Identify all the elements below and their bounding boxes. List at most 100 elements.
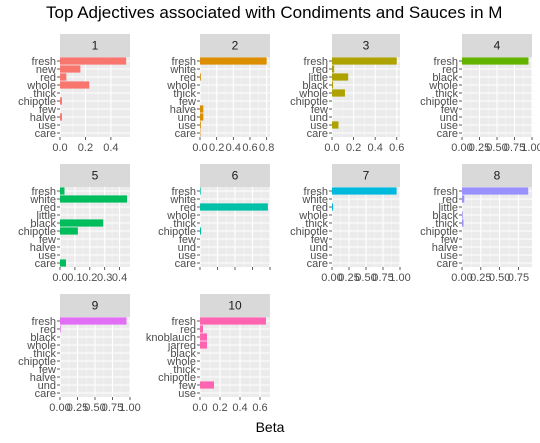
facet-strip-label: 2 <box>232 39 239 53</box>
category-label: thick <box>435 218 458 230</box>
bar-jarred <box>200 341 207 349</box>
bar-fresh <box>462 187 529 195</box>
bar-halve <box>200 105 204 113</box>
category-label: halve <box>170 104 196 116</box>
category-label: red <box>180 324 196 336</box>
category-label: thick <box>305 218 328 230</box>
x-tick-label: 0.6 <box>242 142 257 154</box>
bar-black <box>332 81 334 89</box>
category-label: little <box>438 202 458 214</box>
x-tick-label: 0.50 <box>84 402 105 414</box>
category-label: care <box>175 128 196 140</box>
x-tick-label: 0.8 <box>259 142 274 154</box>
category-label: fresh <box>32 316 56 328</box>
bar-red <box>332 203 334 211</box>
category-label: red <box>180 202 196 214</box>
x-tick-label: 0.75 <box>504 142 525 154</box>
x-tick-label: 0.25 <box>338 272 359 284</box>
x-tick-label: 0.0 <box>192 402 207 414</box>
x-tick-label: 0.25 <box>67 402 88 414</box>
category-label: use <box>310 120 328 132</box>
x-tick-label: 0.1 <box>67 272 82 284</box>
x-tick-label: 0.4 <box>226 142 241 154</box>
category-label: fresh <box>304 186 328 198</box>
bar-white <box>60 195 128 203</box>
chart-title: Top Adjectives associated with Condiment… <box>46 3 503 22</box>
category-label: white <box>29 194 56 206</box>
category-label: halve <box>30 372 56 384</box>
x-tick-label: 0.25 <box>470 272 491 284</box>
facet-strip <box>200 34 270 57</box>
facet-9: 9 0.000.250.500.751.00 freshredblackwholet… <box>18 294 141 414</box>
x-tick-label: 0.0 <box>324 142 339 154</box>
category-label: care <box>307 258 328 270</box>
facet-5: 5 0.0 0.1 0.2 0.3 0.4 freshwhiteredlittleblack… <box>18 164 130 284</box>
bar-fresh <box>60 57 127 65</box>
bar-red <box>462 195 465 203</box>
bar-fresh <box>200 187 201 195</box>
category-label: thick <box>435 88 458 100</box>
category-label: thick <box>33 88 56 100</box>
x-tick-label: 0.2 <box>212 402 227 414</box>
category-label: chipotle <box>290 226 328 238</box>
bar-fresh <box>200 57 267 65</box>
category-label: und <box>440 112 458 124</box>
category-label: whole <box>166 210 196 222</box>
category-label: chipotle <box>18 356 56 368</box>
x-tick-label: 0.75 <box>372 272 393 284</box>
bar-red <box>200 325 203 333</box>
bar-chipotle <box>60 227 78 235</box>
bar-whole <box>60 81 90 89</box>
panel-background <box>332 57 400 137</box>
x-tick-label: 0.4 <box>232 402 247 414</box>
facet-strip-label: 1 <box>92 39 99 53</box>
category-label: new <box>36 64 56 76</box>
bar-knoblauch <box>200 333 207 341</box>
category-label: thick <box>173 364 196 376</box>
category-label: care <box>35 128 56 140</box>
x-tick-label: 0.50 <box>486 142 507 154</box>
x-tick-label: 0.3 <box>97 272 112 284</box>
category-label: chipotle <box>158 226 196 238</box>
category-label: use <box>310 250 328 262</box>
category-label: few <box>311 234 328 246</box>
category-label: few <box>179 96 196 108</box>
category-label: whole <box>166 356 196 368</box>
facet-strip-label: 7 <box>363 169 370 183</box>
category-label: red <box>312 202 328 214</box>
x-tick-label: 0.0 <box>52 142 67 154</box>
category-label: halve <box>30 112 56 124</box>
facet-10: 10 0.0 0.2 0.4 0.6 freshredknoblauchjarredbla… <box>146 294 270 414</box>
category-label: fresh <box>172 56 196 68</box>
category-label: use <box>38 120 56 132</box>
x-tick-label: 0.6 <box>389 142 404 154</box>
category-label: white <box>301 194 328 206</box>
category-label: whole <box>298 210 328 222</box>
category-label: care <box>437 128 458 140</box>
facet-strip <box>462 34 532 57</box>
facet-strip-label: 5 <box>92 169 99 183</box>
category-label: white <box>169 194 196 206</box>
category-label: use <box>178 250 196 262</box>
facet-strip <box>60 164 130 187</box>
category-label: fresh <box>32 56 56 68</box>
category-label: whole <box>26 80 56 92</box>
facet-strip <box>332 34 400 57</box>
x-tick-label: 0.00 <box>321 272 342 284</box>
bar-new <box>60 65 81 73</box>
category-label: care <box>437 258 458 270</box>
panel-background <box>462 187 532 267</box>
bar-whole <box>332 89 345 97</box>
facet-strip-label: 10 <box>228 299 242 313</box>
category-label: fresh <box>32 186 56 198</box>
category-label: jarred <box>167 340 196 352</box>
facet-strip <box>60 34 130 57</box>
facet-strip-label: 4 <box>494 39 501 53</box>
category-label: whole <box>166 80 196 92</box>
category-label: black <box>302 80 328 92</box>
category-label: little <box>36 210 56 222</box>
category-label: knoblauch <box>146 332 196 344</box>
bar-chipotle <box>60 97 62 105</box>
bar-fresh <box>60 317 127 325</box>
